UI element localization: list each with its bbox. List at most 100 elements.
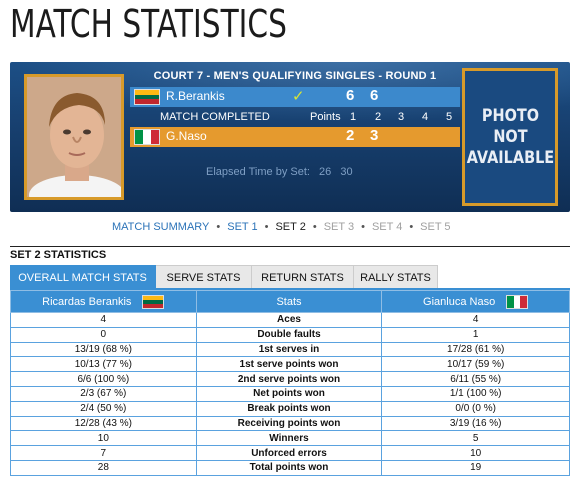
player2-value: 1 [381,326,570,343]
player2-header: Gianluca Naso [381,290,570,313]
italy-flag-icon [506,294,529,309]
table-row: 12/28 (43 %) Receiving points won 3/19 (16… [10,415,570,432]
player1-value: 6/6 (100 %) [10,371,197,387]
stats-header-row: Ricardas Berankis Stats Gianluca Naso [10,290,570,313]
stat-label: Break points won [195,400,383,417]
lithuania-flag-icon [142,294,165,309]
stat-label: Total points won [195,459,383,476]
tab-serve-stats[interactable]: SERVE STATS [156,265,252,289]
player1-value: 10/13 (77 %) [10,356,197,373]
player2-value: 19 [381,459,570,476]
match-status: MATCH COMPLETED [160,111,270,123]
set-header-1: 1 [350,111,357,123]
stat-label: 1st serve points won [195,356,383,373]
elapsed-set1: 26 [319,166,332,178]
stats-header: Stats [195,290,383,313]
table-row: 13/19 (68 %) 1st serves in 17/28 (61 %) [10,341,570,358]
nav-set-2: SET 2 [275,221,306,233]
player1-full-name: Ricardas Berankis [42,295,132,308]
player1-value: 4 [10,312,197,328]
player1-set2-score: 6 [370,87,379,104]
player2-value: 6/11 (55 %) [381,371,570,387]
player1-value: 28 [10,459,197,476]
stat-label: Winners [195,430,383,447]
elapsed-label: Elapsed Time by Set: [206,166,310,178]
player1-name: R.Berankis [166,89,225,103]
player2-value: 10/17 (59 %) [381,356,570,373]
nav-separator: • [264,221,269,233]
section-title: SET 2 STATISTICS [10,249,107,261]
photo-na-line3: AVAILABLE [466,147,554,168]
nav-set-4: SET 4 [371,221,403,233]
player1-value: 7 [10,445,197,461]
nav-separator: • [312,221,317,233]
page-title: MATCH STATISTICS [10,2,287,46]
nav-separator: • [361,221,365,233]
table-row: 0 Double faults 1 [10,326,570,343]
stat-label: Double faults [195,326,383,343]
stat-label: Net points won [195,385,383,402]
stat-label: 2nd serve points won [195,371,383,387]
player2-value: 0/0 (0 %) [381,400,570,417]
player1-value: 2/3 (67 %) [10,385,197,402]
photo-not-available: PHOTO NOT AVAILABLE [462,68,558,206]
table-row: 28 Total points won 19 [10,459,570,476]
nav-separator: • [216,221,221,233]
elapsed-time: Elapsed Time by Set: 26 30 [206,166,353,178]
player2-value: 5 [381,430,570,447]
nav-separator: • [409,221,414,233]
player2-set1-score: 2 [346,127,355,144]
set-header-4: 4 [422,111,429,123]
nav-match-summary[interactable]: MATCH SUMMARY [112,221,210,233]
player2-set2-score: 3 [370,127,379,144]
table-row: 10 Winners 5 [10,430,570,447]
nav-set-5: SET 5 [420,221,451,233]
set-header-3: 3 [398,111,405,123]
section-divider [10,246,570,247]
tab-overall-match-stats[interactable]: OVERALL MATCH STATS [10,265,156,289]
player2-value: 10 [381,445,570,461]
table-row: 7 Unforced errors 10 [10,445,570,461]
player1-set1-score: 6 [346,87,355,104]
elapsed-set2: 30 [340,166,353,178]
player1-value: 10 [10,430,197,447]
stats-tabs: OVERALL MATCH STATS SERVE STATS RETURN S… [10,265,570,289]
table-row: 6/6 (100 %) 2nd serve points won 6/11 (55 … [10,371,570,387]
tab-underline [10,288,570,290]
set-header-5: 5 [446,111,453,123]
stat-label: Aces [195,312,383,328]
photo-na-line2: NOT [492,126,528,147]
player1-value: 2/4 (50 %) [10,400,197,417]
player1-score-row: R.Berankis ✓ 6 6 [130,87,460,107]
player1-value: 13/19 (68 %) [10,341,197,358]
player2-name: G.Naso [166,129,207,143]
player-photo [24,74,124,200]
player2-value: 3/19 (16 %) [381,415,570,432]
stats-table: Ricardas Berankis Stats Gianluca Naso [10,290,570,476]
player2-full-name: Gianluca Naso [423,295,496,308]
lithuania-flag-icon [134,89,160,105]
table-row: 4 Aces 4 [10,312,570,328]
nav-set-1[interactable]: SET 1 [227,221,258,233]
court-title: COURT 7 - MEN'S QUALIFYING SINGLES - ROU… [153,70,437,82]
points-label: Points [310,111,341,123]
winner-check-icon: ✓ [292,88,305,105]
tab-return-stats[interactable]: RETURN STATS [252,265,354,289]
table-row: 10/13 (77 %) 1st serve points won 10/17 (5… [10,356,570,373]
stat-label: 1st serves in [195,341,383,358]
stat-label: Receiving points won [195,415,383,432]
player1-header: Ricardas Berankis [10,290,197,313]
player2-value: 17/28 (61 %) [381,341,570,358]
italy-flag-icon [134,129,160,145]
player2-score-row: G.Naso 2 3 [130,127,460,147]
nav-set-3: SET 3 [323,221,355,233]
set-nav: MATCH SUMMARY • SET 1 • SET 2 • SET 3 • SET 4 • SE… [112,221,451,233]
table-row: 2/3 (67 %) Net points won 1/1 (100 %) [10,385,570,402]
player2-value: 4 [381,312,570,328]
player2-value: 1/1 (100 %) [381,385,570,402]
photo-na-line1: PHOTO [481,105,539,126]
tab-rally-stats[interactable]: RALLY STATS [354,265,438,289]
scoreboard: COURT 7 - MEN'S QUALIFYING SINGLES - ROU… [10,62,570,212]
player1-value: 12/28 (43 %) [10,415,197,432]
player1-value: 0 [10,326,197,343]
